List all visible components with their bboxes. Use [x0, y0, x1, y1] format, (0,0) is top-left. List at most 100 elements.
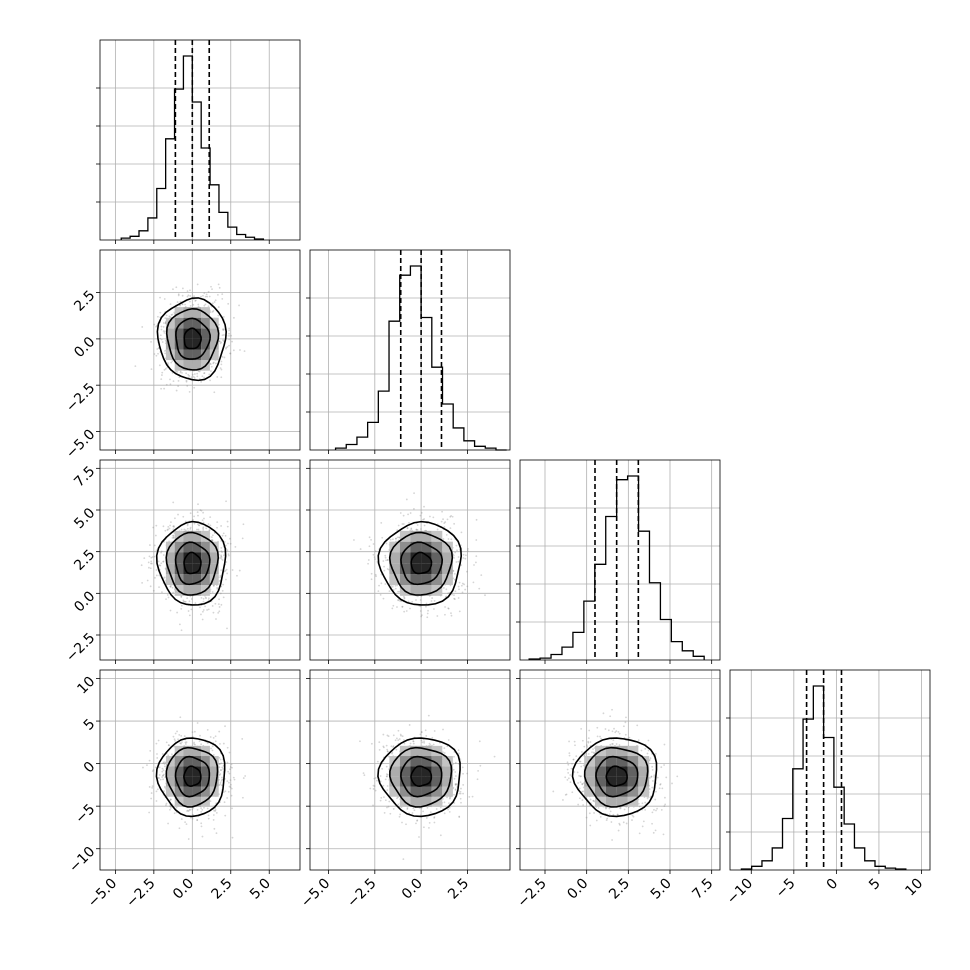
scatter-point	[420, 528, 422, 530]
density-bin	[174, 328, 184, 339]
scatter-point	[180, 596, 183, 598]
scatter-point	[241, 738, 244, 740]
scatter-point	[187, 810, 190, 813]
scatter-point	[384, 799, 387, 802]
scatter-point	[205, 597, 207, 600]
scatter-point	[447, 607, 450, 610]
density-bin	[183, 317, 193, 329]
scatter-point	[163, 765, 166, 768]
x-tick-label: 0.0	[170, 876, 197, 903]
density-bin	[442, 786, 453, 797]
density-bin	[183, 338, 193, 350]
scatter-point	[210, 285, 212, 288]
scatter-point	[426, 612, 429, 615]
scatter-point	[448, 806, 451, 809]
scatter-point	[241, 537, 244, 540]
x-tick-label: −10	[724, 876, 756, 908]
scatter-point	[391, 585, 394, 588]
density-bin	[201, 530, 210, 542]
scatter-point	[161, 591, 163, 594]
scatter-point	[142, 766, 144, 769]
scatter-point	[218, 784, 221, 786]
y-tick-label: −5.0	[63, 427, 98, 462]
density-bin	[431, 552, 443, 564]
scatter-point	[430, 600, 433, 602]
scatter-point	[194, 299, 197, 302]
scatter-point	[210, 536, 213, 539]
scatter-point	[154, 576, 156, 579]
scatter-point	[409, 607, 411, 610]
scatter-point	[453, 557, 455, 559]
scatter-point	[167, 822, 169, 825]
scatter-point	[228, 785, 231, 788]
scatter-point	[148, 786, 151, 788]
scatter-point	[220, 779, 223, 782]
density-bin	[183, 541, 193, 553]
contour-line	[377, 737, 461, 818]
scatter-point	[220, 554, 222, 557]
scatter-point	[216, 521, 219, 524]
scatter-point	[188, 614, 191, 617]
scatter-point	[201, 610, 204, 613]
scatter-point	[222, 583, 225, 586]
scatter-point	[222, 339, 224, 342]
scatter-point	[223, 801, 226, 804]
scatter-point	[169, 383, 172, 386]
scatter-point	[211, 591, 214, 593]
scatter-point	[442, 518, 444, 521]
scatter-point	[157, 777, 160, 779]
scatter-point	[169, 316, 172, 318]
scatter-point	[412, 807, 415, 810]
scatter-point	[458, 581, 461, 584]
scatter-point	[219, 758, 222, 761]
scatter-point	[226, 520, 229, 523]
scatter-point	[230, 763, 233, 766]
scatter-point	[379, 593, 382, 596]
scatter-point	[386, 775, 388, 778]
scatter-point	[228, 332, 230, 335]
scatter-point	[208, 295, 211, 298]
scatter-point	[162, 778, 164, 781]
density-bin	[389, 776, 400, 787]
scatter-point	[386, 789, 389, 792]
scatter-point	[160, 325, 163, 328]
scatter-point	[407, 600, 410, 603]
scatter-point	[229, 779, 232, 781]
scatter-point	[184, 743, 187, 745]
scatter-point	[152, 526, 155, 529]
scatter-point	[238, 569, 241, 572]
scatter-point	[174, 739, 177, 742]
scatter-point	[452, 786, 455, 789]
scatter-point	[461, 582, 464, 585]
scatter-point	[218, 756, 221, 759]
scatter-point	[441, 751, 444, 754]
scatter-point	[161, 371, 164, 374]
scatter-point	[169, 303, 172, 306]
density-bin	[410, 786, 422, 797]
scatter-point	[173, 536, 175, 539]
scatter-point	[453, 572, 456, 575]
scatter-point	[149, 585, 152, 588]
scatter-point	[447, 538, 450, 540]
scatter-point	[385, 559, 388, 562]
scatter-point	[168, 315, 171, 318]
scatter-point	[210, 539, 213, 541]
scatter-point	[182, 600, 185, 603]
density-bin	[421, 745, 432, 757]
scatter-point	[207, 817, 210, 820]
scatter-point	[193, 373, 196, 375]
scatter-point	[392, 589, 395, 591]
scatter-point	[454, 783, 457, 786]
scatter-point	[187, 294, 190, 297]
scatter-point	[171, 586, 174, 589]
scatter-point	[380, 521, 383, 524]
scatter-point	[419, 605, 422, 608]
scatter-point	[449, 527, 452, 530]
scatter-point	[172, 528, 175, 531]
scatter-point	[397, 590, 399, 593]
scatter-point	[463, 583, 466, 586]
hist-panel-3	[516, 459, 721, 664]
scatter-point	[175, 806, 178, 809]
scatter-point	[155, 574, 158, 577]
scatter-point	[165, 598, 167, 601]
